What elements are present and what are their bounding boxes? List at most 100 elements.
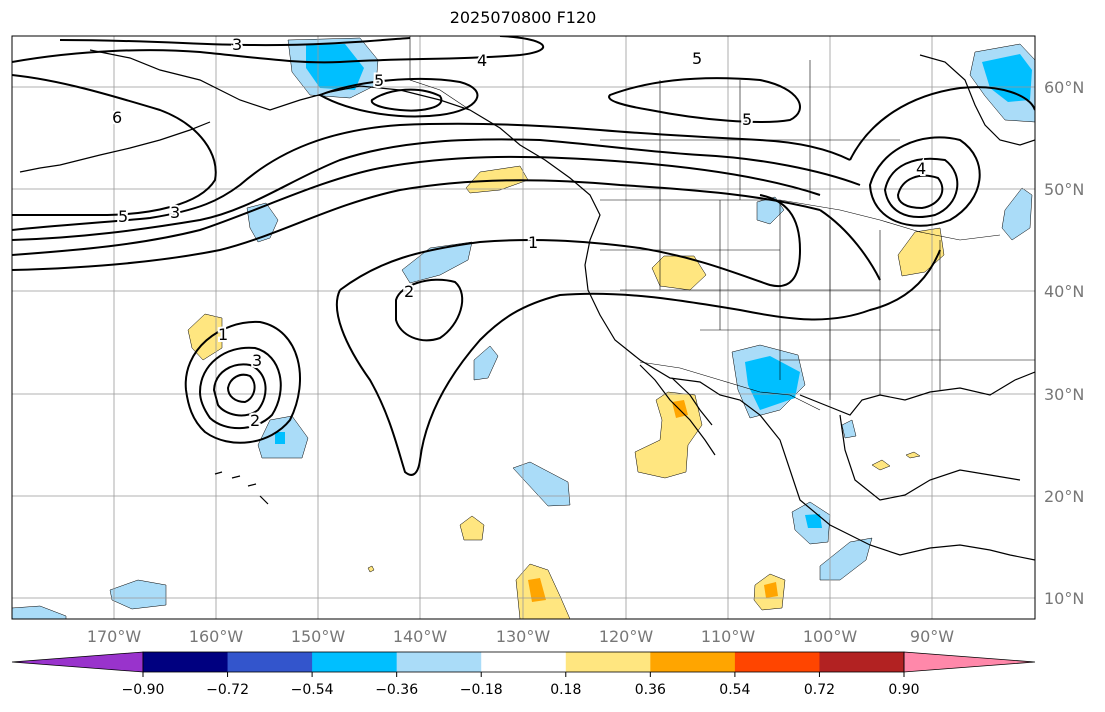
lon-label: 120°W — [599, 627, 654, 646]
contour-label: 2 — [250, 411, 260, 430]
colorbar-tick-label: 0.54 — [719, 682, 750, 698]
colorbar-max-extend — [903, 651, 1036, 673]
colorbar-segment — [312, 652, 398, 672]
contour-label: 5 — [692, 49, 702, 68]
neg-anomaly-pacific-3 — [473, 345, 499, 381]
colorbar-segment — [650, 652, 736, 672]
contour-line-north-2 — [12, 36, 545, 64]
lat-label: 10°N — [1044, 589, 1084, 608]
contour-label: 4 — [477, 51, 487, 70]
graticule — [12, 36, 1035, 619]
coast-baja — [639, 364, 716, 456]
coast-north-america-west — [89, 49, 1035, 561]
pos-anomaly-pacific-small — [459, 515, 485, 541]
map-title: 2025070800 F120 — [449, 8, 597, 27]
map-frame — [11, 35, 1036, 620]
us-mexico-border — [639, 361, 821, 411]
lon-label: 150°W — [291, 627, 346, 646]
coast-hawaii — [214, 471, 269, 505]
colorbar-segment — [143, 652, 229, 672]
contour-label: 4 — [916, 159, 926, 178]
coast-gulf-mexico — [799, 371, 1035, 501]
contour-line-1 — [339, 194, 802, 291]
coastlines — [19, 49, 1035, 561]
contour-line-5-loop — [370, 88, 443, 112]
contour-line-6 — [12, 74, 217, 217]
pos-anomaly-gulf-1 — [871, 459, 891, 471]
pos-anomaly-mexico-pacific-core — [764, 582, 778, 598]
neg-anomaly-gulf — [841, 419, 857, 439]
colorbar-tick-label: 0.36 — [635, 682, 666, 698]
lon-label: 140°W — [393, 627, 448, 646]
colorbar-tick-label: −0.54 — [291, 682, 334, 698]
pos-anomaly-gulf-2 — [905, 451, 921, 459]
lat-label: 40°N — [1044, 282, 1084, 301]
neg-anomaly-great-lakes — [1001, 187, 1033, 241]
neg-anomaly-hudson-core — [982, 54, 1032, 102]
neg-anomaly-pacific-1 — [246, 202, 279, 243]
contour-label: 1 — [528, 233, 538, 252]
contour-line-5a — [12, 122, 851, 231]
colorbar-segment — [565, 652, 651, 672]
colorbar-tick-label: −0.18 — [460, 682, 503, 698]
lon-label: 110°W — [701, 627, 756, 646]
lon-label: 170°W — [87, 627, 142, 646]
pos-anomaly-pacific-south-core — [528, 578, 546, 602]
contour-line-low-1 — [184, 320, 301, 444]
lat-label: 20°N — [1044, 487, 1084, 506]
contour-line-2-small — [395, 278, 464, 342]
colorbar-ticks: −0.90 −0.72 −0.54 −0.36 −0.18 0.18 0.36 0.54 0.7… — [122, 672, 920, 698]
alaska-canada-border — [409, 36, 471, 111]
contour-line-4-loop — [317, 77, 479, 118]
contour-line-low-2 — [198, 346, 282, 430]
colorbar-segment — [396, 652, 482, 672]
neg-anomaly-mexico-core — [805, 514, 822, 528]
contour-label: 2 — [404, 282, 414, 301]
neg-anomaly-pacific-4-core — [275, 432, 285, 444]
lon-label: 90°W — [910, 627, 954, 646]
canada-us-border — [600, 199, 1001, 241]
contour-line-low-3 — [212, 363, 267, 417]
pos-anomaly-tiny — [367, 565, 375, 573]
contour-label: 5 — [374, 71, 384, 90]
coast-hudson-bay — [919, 54, 1035, 146]
neg-anomaly-pacific-2 — [401, 241, 473, 284]
pos-anomaly-pacific-west — [187, 313, 223, 361]
colorbar-tick-label: 0.18 — [550, 682, 581, 698]
colorbar-segment — [227, 652, 313, 672]
neg-anomaly-pacific-5 — [512, 461, 571, 507]
contour-line-2a — [12, 179, 821, 271]
colorbar-segments — [11, 651, 1036, 673]
colorbar: −0.90 −0.72 −0.54 −0.36 −0.18 0.18 0.36 0.54 0.7… — [11, 651, 1036, 698]
contour-label: 6 — [112, 108, 122, 127]
contour-label: 5 — [118, 207, 128, 226]
us-states — [600, 200, 1035, 400]
colorbar-tick-label: 0.90 — [888, 682, 919, 698]
colorbar-tick-label: −0.90 — [122, 682, 165, 698]
contour-line-east-low-2 — [883, 157, 959, 218]
contour-label: 3 — [170, 203, 180, 222]
contour-labels: 3 4 5 5 6 5 5 3 4 1 2 1 3 2 — [110, 33, 928, 432]
colorbar-segment — [734, 652, 820, 672]
coast-aleutians — [19, 121, 211, 173]
colorbar-tick-label: −0.72 — [206, 682, 249, 698]
neg-anomaly-central-america — [819, 537, 873, 581]
contour-line-3a — [12, 155, 821, 256]
contour-line-east-low-1 — [868, 136, 981, 227]
neg-anomaly-gulf-alaska-core — [306, 44, 364, 90]
neg-anomaly-hawaii-south — [109, 579, 167, 610]
contour-label: 3 — [232, 35, 242, 54]
neg-anomaly-southwest-core — [745, 356, 800, 410]
contour-line-north-1 — [59, 37, 411, 47]
neg-anomaly-southwest-corner — [12, 605, 67, 619]
longitude-labels: 170°W 160°W 150°W 140°W 130°W 120°W 110°… — [87, 627, 954, 646]
canada-provinces — [600, 60, 900, 200]
contour-lines — [12, 36, 1035, 476]
shaded-anomalies — [12, 37, 1035, 619]
lat-label: 60°N — [1044, 78, 1084, 97]
colorbar-segment — [819, 652, 905, 672]
lat-label: 50°N — [1044, 180, 1084, 199]
pos-anomaly-baja — [634, 391, 703, 479]
colorbar-tick-label: −0.36 — [375, 682, 418, 698]
